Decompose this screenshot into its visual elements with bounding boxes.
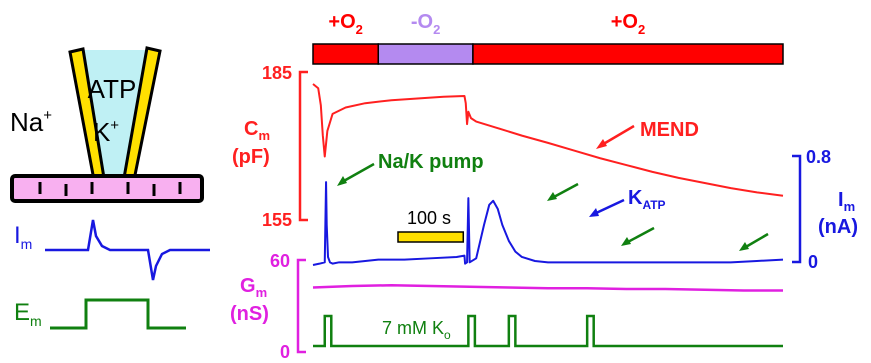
schematic-im-label: Im — [14, 222, 32, 252]
cm-axis-label: Cm — [244, 118, 270, 143]
traces — [312, 83, 784, 348]
o2-segment-label-2: +O2 — [611, 11, 645, 37]
o2-segment-2 — [472, 43, 784, 65]
cm-axis-label-main: C — [244, 118, 258, 140]
im-axis-label-main: I — [838, 189, 844, 211]
green-arrowhead-1 — [547, 192, 557, 201]
katp-arrow — [593, 198, 625, 216]
pump-label: Na/K pump — [378, 151, 484, 173]
gm-axis-label-sub: m — [256, 285, 268, 300]
ko-trace — [313, 314, 783, 348]
im-axis-label-sub: m — [844, 199, 856, 214]
pump-arrowhead — [337, 176, 347, 186]
o2-segment-0 — [312, 43, 380, 65]
green-arrow-3 — [743, 232, 769, 250]
schematic-em-label: Em — [14, 299, 42, 329]
gm-tick-top: 60 — [270, 251, 290, 271]
time-scale-bar — [397, 231, 465, 243]
gm-trace — [312, 284, 783, 292]
cm-axis-bracket — [298, 70, 308, 222]
katp-label: KATP — [628, 187, 666, 212]
cm-axis-label-sub: m — [258, 128, 270, 143]
green-arrowhead-3 — [739, 242, 749, 251]
pump-arrow — [341, 162, 375, 184]
annotations: MEND Na/K pump KATP 7 mM Ko — [337, 119, 769, 342]
o2-condition-bar: +O2 -O2 +O2 — [312, 11, 784, 65]
time-scale: 100 s — [397, 208, 465, 243]
time-scale-label: 100 s — [407, 208, 451, 228]
ko-label-sub: o — [444, 328, 451, 342]
cm-tick-top: 185 — [262, 63, 292, 83]
mend-label: MEND — [640, 119, 699, 141]
cm-axis-unit: (pF) — [232, 146, 270, 168]
green-arrow-2 — [625, 226, 655, 245]
katp-label-sub: ATP — [642, 198, 665, 212]
cm-tick-bottom: 155 — [262, 210, 292, 230]
cm-axis: 185 155 Cm (pF) — [232, 63, 308, 230]
gm-axis-bracket — [296, 258, 306, 354]
schematic-im-trace — [45, 219, 210, 281]
ko-label: 7 mM Ko — [382, 318, 451, 342]
membrane-channels — [38, 182, 182, 196]
im-axis-unit: (nA) — [818, 216, 858, 238]
katp-arrowhead — [589, 208, 599, 217]
im-axis-label: Im — [838, 189, 855, 214]
im-tick-top: 0.8 — [806, 147, 831, 167]
im-axis: 0.8 0 Im (nA) — [792, 147, 858, 272]
im-tick-bottom: 0 — [808, 252, 818, 272]
cm-trace — [312, 83, 784, 197]
gm-axis: 60 0 Gm (nS) — [230, 251, 306, 362]
green-arrow-1 — [551, 182, 579, 200]
o2-segment-label-0: +O2 — [328, 11, 362, 37]
gm-axis-label: Gm — [240, 275, 267, 300]
green-arrowhead-2 — [621, 237, 631, 246]
im-trace — [312, 181, 784, 266]
patch-clamp-schematic: ATP K+ Na+ Im Em — [10, 46, 210, 330]
im-axis-bracket — [792, 154, 802, 264]
o2-segment-1 — [377, 43, 474, 65]
atp-label: ATP — [88, 74, 137, 104]
schematic-em-trace — [50, 298, 186, 330]
na-label: Na+ — [10, 107, 52, 137]
gm-axis-label-main: G — [240, 275, 256, 297]
mend-arrowhead — [596, 139, 607, 149]
gm-tick-bottom: 0 — [280, 342, 290, 362]
gm-axis-unit: (nS) — [230, 303, 269, 325]
o2-segment-label-1: -O2 — [411, 11, 440, 37]
ko-label-main: 7 mM K — [382, 318, 444, 338]
mend-arrow — [599, 124, 635, 148]
katp-label-main: K — [628, 187, 643, 209]
